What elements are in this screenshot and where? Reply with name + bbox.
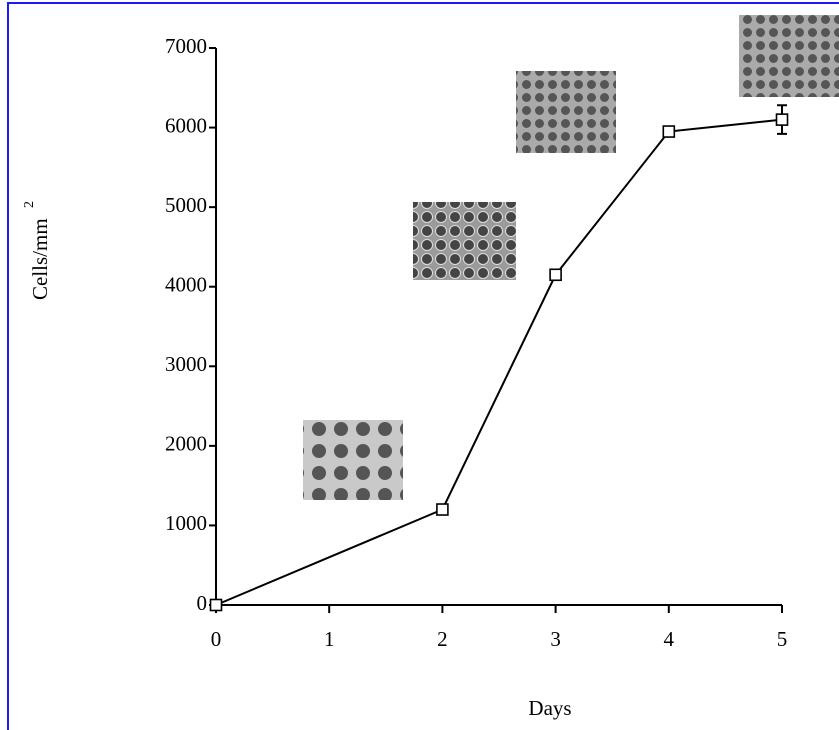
y-axis-title: Cells/mm 2 <box>22 201 52 300</box>
x-tick-label: 4 <box>664 627 675 651</box>
x-tick-label: 2 <box>437 627 448 651</box>
y-tick-label: 3000 <box>165 352 207 376</box>
y-tick-label: 4000 <box>165 273 207 297</box>
y-tick-label: 5000 <box>165 193 207 217</box>
y-tick-label: 6000 <box>165 113 207 137</box>
x-tick-label: 0 <box>211 627 222 651</box>
y-tick-label: 0 <box>197 591 208 615</box>
micrograph <box>739 15 839 97</box>
micrograph <box>516 71 616 153</box>
micrograph <box>413 202 516 280</box>
data-point <box>550 269 561 280</box>
chart: Days Cells/mm 2 0 1000 2000 3000 4000 5000 600… <box>0 0 839 730</box>
x-tick-label: 1 <box>324 627 335 651</box>
data-point <box>663 126 674 137</box>
y-axis-label-superscript: 2 <box>22 201 37 208</box>
micrograph <box>303 420 403 500</box>
data-point <box>777 114 788 125</box>
x-tick-label: 3 <box>550 627 561 651</box>
x-axis-label: Days <box>528 696 571 720</box>
data-point <box>437 504 448 515</box>
frame <box>8 3 839 730</box>
x-tick-label: 5 <box>777 627 788 651</box>
y-tick-label: 7000 <box>165 34 207 58</box>
y-tick-label: 1000 <box>165 511 207 535</box>
data-point <box>211 600 222 611</box>
series-line <box>216 120 782 605</box>
y-tick-label: 2000 <box>165 432 207 456</box>
y-axis-label: Cells/mm <box>28 218 52 300</box>
